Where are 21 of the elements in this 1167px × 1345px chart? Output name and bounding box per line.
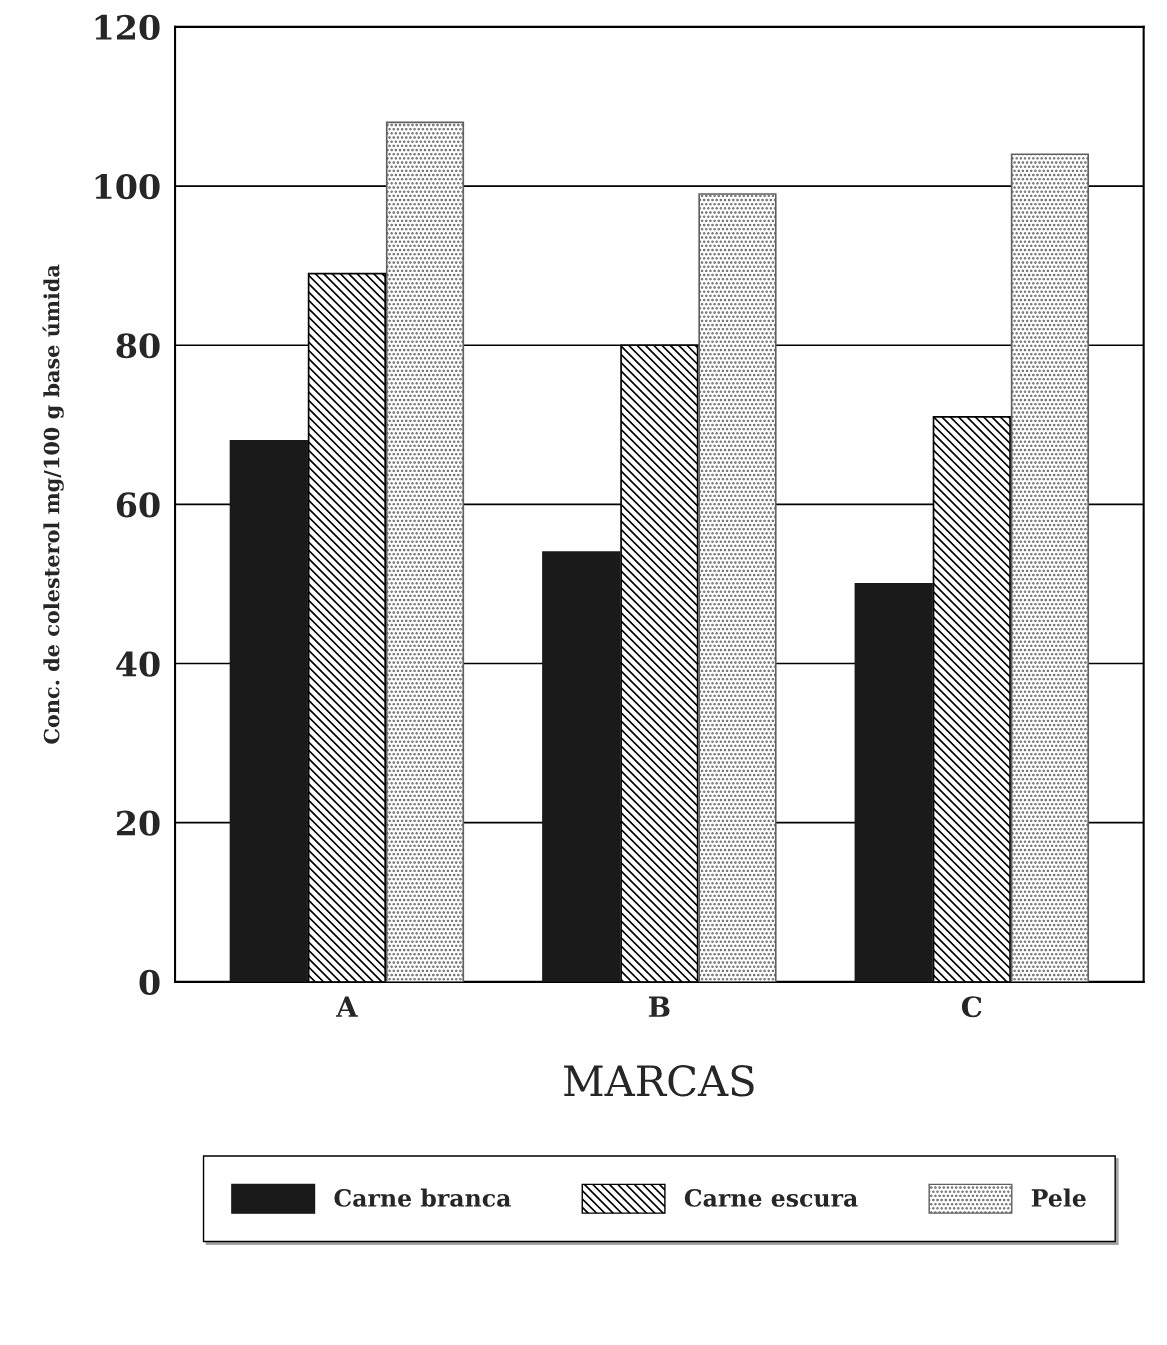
legend-label: Pele [1031, 1188, 1086, 1207]
x-tick-label: C [961, 996, 982, 1018]
y-tick-label: 40 [116, 651, 160, 677]
bar [1010, 153, 1090, 982]
y-tick-label: 120 [95, 14, 160, 41]
legend-label: Carne branca [334, 1188, 511, 1207]
y-tick-label: 0 [139, 969, 160, 995]
bar [854, 583, 933, 982]
bar [542, 551, 621, 982]
bar [385, 121, 465, 982]
y-tick-label: 100 [95, 173, 160, 200]
x-tick-label: A [335, 996, 358, 1017]
bar [229, 439, 308, 982]
x-tick-label: B [648, 996, 670, 1017]
bar [698, 193, 777, 982]
y-axis-title: Conc. de colesterol mg/100 g base úmida [42, 264, 64, 744]
legend-label: Carne escura [684, 1189, 858, 1207]
y-tick-label: 60 [116, 492, 160, 518]
x-axis-title: MARCAS [564, 1065, 754, 1097]
y-tick-label: 80 [116, 333, 160, 359]
y-tick-label: 20 [117, 810, 160, 836]
